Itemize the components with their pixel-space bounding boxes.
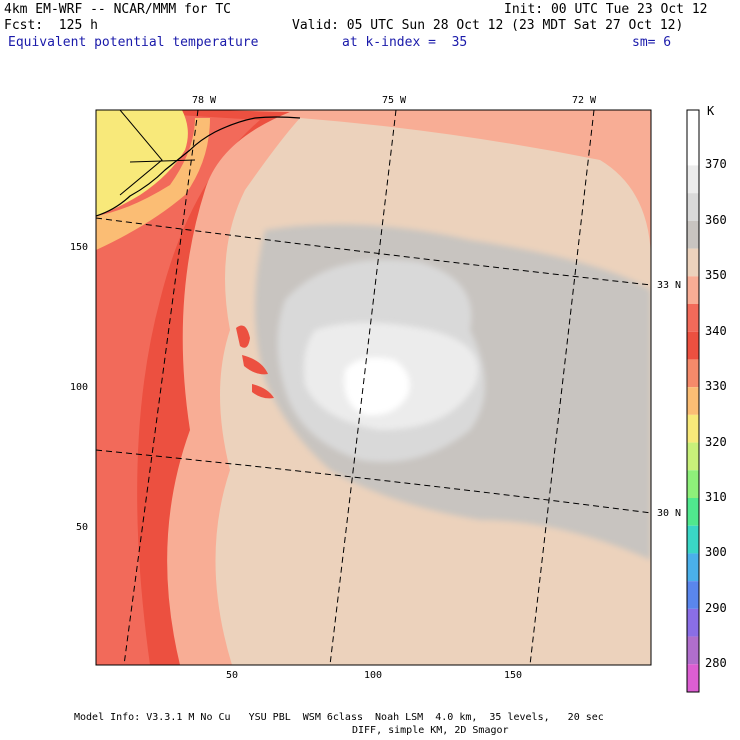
colorbar-swatch (687, 636, 699, 665)
colorbar-swatch (687, 553, 699, 582)
colorbar-label: 290 (705, 600, 727, 615)
x-tick-100: 100 (364, 670, 383, 681)
valid-time: Valid: 05 UTC Sun 28 Oct 12 (23 MDT Sat … (292, 18, 684, 33)
state-border-2 (129, 159, 196, 163)
field-red-streak-2 (242, 355, 268, 375)
colorbar-swatch (687, 248, 699, 277)
init-time: Init: 00 UTC Tue 23 Oct 12 (504, 2, 708, 17)
colorbar-swatch (687, 498, 699, 526)
colorbar-label: 360 (705, 212, 727, 227)
field-red-streak-3 (252, 384, 274, 399)
colorbar-swatch (687, 470, 699, 498)
colorbar-label: 330 (705, 379, 727, 394)
colorbar-label: 340 (705, 323, 727, 338)
model-title: 4km EM-WRF -- NCAR/MMM for TC (4, 2, 231, 17)
colorbar-swatch (687, 331, 699, 360)
lon-label-75w: 75 W (382, 95, 407, 106)
colorbar-swatch (687, 220, 699, 249)
colorbar-swatch (687, 137, 699, 166)
colorbar-swatch (687, 442, 699, 471)
colorbar-label: 310 (705, 490, 727, 504)
coastline (96, 116, 301, 217)
lon-label-78w: 78 W (192, 95, 217, 106)
colorbar-label: 350 (705, 268, 727, 283)
y-tick-150: 150 (70, 242, 89, 253)
colorbar-swatch (687, 193, 699, 221)
lon-78w (123, 110, 199, 665)
lat-label-30n: 30 N (657, 508, 682, 519)
state-border (119, 110, 163, 196)
model-info: Model Info: V3.3.1 M No Cu YSU PBL WSM 6… (74, 712, 604, 723)
colorbar-swatch (687, 664, 699, 692)
colorbar-swatch (687, 581, 699, 609)
lat-label-33n: 33 N (657, 280, 682, 291)
colorbar (686, 109, 700, 693)
land-region (96, 110, 188, 216)
smoothing-info: sm= 6 (632, 35, 672, 50)
colorbar-swatch (687, 359, 699, 388)
colorbar-swatch (687, 414, 699, 443)
model-info-line2: DIFF, simple KM, 2D Smagor (352, 725, 509, 736)
colorbar-label: 320 (705, 434, 727, 449)
colorbar-swatch (687, 165, 699, 194)
x-tick-50: 50 (226, 670, 239, 681)
colorbar-label: 370 (705, 157, 727, 172)
colorbar-swatch (687, 110, 699, 138)
colorbar-label: 300 (705, 545, 727, 560)
plot-frame (95, 109, 652, 666)
colorbar-unit: K (707, 104, 715, 118)
land-orange-edge (96, 118, 210, 250)
lat-33n (96, 217, 651, 286)
x-tick-150: 150 (504, 670, 523, 681)
y-tick-50: 50 (76, 522, 89, 533)
colorbar-label: 280 (705, 656, 727, 671)
colorbar-swatch (687, 304, 699, 332)
colorbar-frame (686, 109, 700, 693)
lat-30n (96, 449, 651, 514)
field-red-streak-1 (236, 325, 250, 348)
lon-72w (529, 110, 595, 665)
lon-label-72w: 72 W (572, 95, 597, 106)
level-info: at k-index = 35 (342, 35, 468, 50)
colorbar-swatch (687, 608, 699, 637)
forecast-hour: Fcst: 125 h (4, 18, 98, 33)
field-white-core (344, 357, 410, 416)
colorbar-swatch (687, 276, 699, 304)
colorbar-swatch (687, 525, 699, 554)
colorbar-swatch (687, 387, 699, 415)
field-name: Equivalent potential temperature (8, 35, 259, 50)
y-tick-100: 100 (70, 382, 89, 393)
lon-75w (329, 110, 397, 665)
lat-lon-grid (96, 110, 651, 665)
